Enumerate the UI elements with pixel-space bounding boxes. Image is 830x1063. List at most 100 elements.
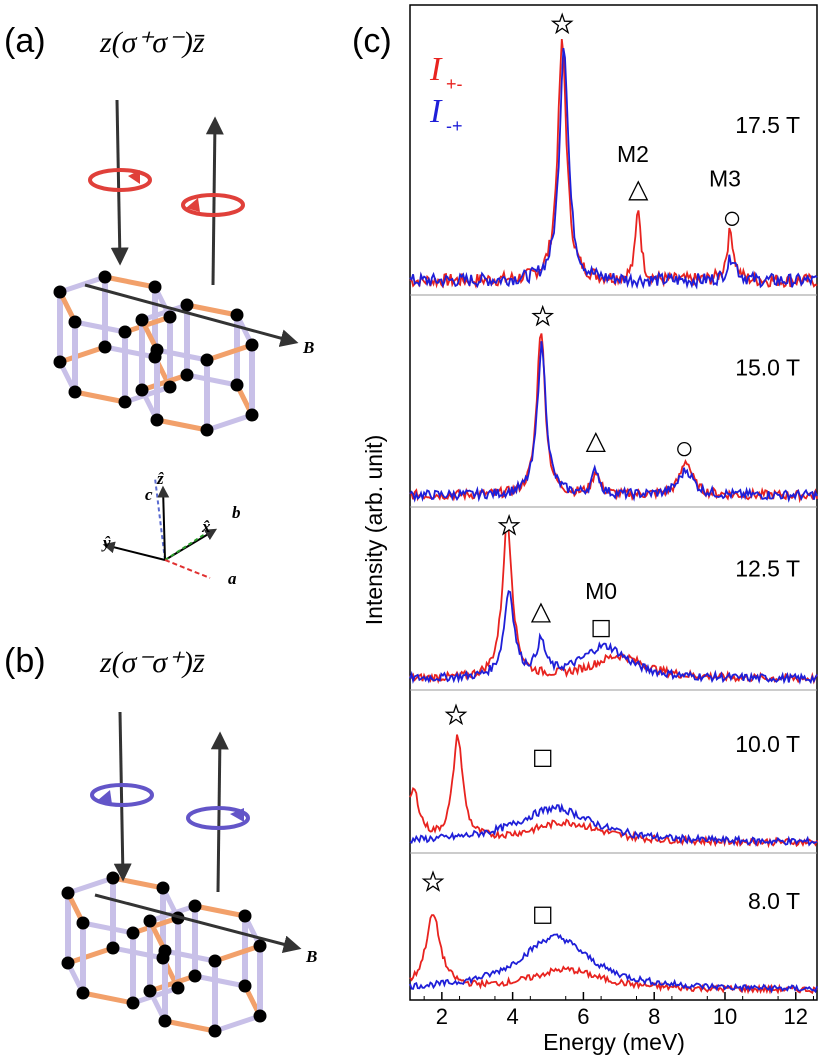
lattice-bond [132, 915, 179, 936]
raman-spectra-chart: Intensity (arb. unit) Energy (meV) I +- … [361, 0, 818, 1055]
spectrum-red [409, 39, 818, 289]
panel-b-title: z(σ⁻σ⁺)z̄ [99, 646, 205, 679]
lattice-atom [238, 909, 252, 923]
lattice-atom [68, 315, 82, 329]
lattice-bond [67, 875, 114, 896]
honeycomb-lattice-a [53, 270, 259, 437]
panel-a-title: z(σ⁺σ⁻)z̄ [99, 26, 205, 59]
mode-label: M2 [617, 141, 649, 167]
x-tick-label: 10 [713, 1004, 737, 1029]
field-arrow-b [94, 893, 302, 954]
incident-beam-a [110, 99, 129, 266]
lattice-atom [253, 939, 267, 953]
lattice-atom [106, 871, 120, 885]
x-tick-label: 4 [507, 1004, 519, 1029]
field-label: 15.0 T [735, 355, 800, 381]
lattice-atom [61, 956, 75, 970]
lattice-atom [53, 285, 67, 299]
plot-frame [409, 4, 818, 1001]
lattice-bond [156, 347, 208, 363]
legend: I +- I -+ [429, 51, 463, 136]
lattice-atom [148, 280, 162, 294]
lattice-bond [186, 372, 238, 388]
star-marker [444, 703, 468, 726]
lattice-atom [180, 368, 194, 382]
lattice-atom [98, 340, 112, 354]
spectrum-blue [409, 341, 818, 503]
lattice-bond [82, 920, 134, 936]
lattice-atom [150, 413, 164, 427]
lattice-atom [76, 916, 90, 930]
panel-c-label: (c) [352, 22, 392, 60]
lattice-bond [67, 945, 114, 966]
mode-label: M1 [546, 0, 578, 2]
circular-polarization-arrow-a1 [88, 168, 152, 192]
honeycomb-lattice-b [61, 871, 267, 1038]
lattice-atom [126, 996, 140, 1010]
star-marker [550, 12, 574, 35]
lattice-atom [158, 944, 172, 958]
field-label-b: B [305, 947, 317, 966]
spectrum-blue [409, 47, 818, 290]
lattice-atom [208, 954, 222, 968]
lattice-bond [74, 319, 126, 335]
lattice-atom [200, 423, 214, 437]
field-label: 8.0 T [748, 888, 800, 914]
lattice-bond [59, 344, 106, 365]
lattice-atom [53, 355, 67, 369]
spectrum-blue [409, 589, 818, 685]
incident-beam-b [113, 711, 132, 882]
lattice-atom [200, 353, 214, 367]
triangle-marker [585, 431, 606, 453]
circular-polarization-arrow-b2 [186, 806, 250, 830]
crystal-axes-triad [102, 477, 218, 579]
lattice-atom [126, 926, 140, 940]
lattice-bond [149, 903, 196, 924]
circle-marker [677, 442, 692, 457]
scattered-beam-b [210, 731, 229, 893]
field-label: 12.5 T [735, 556, 800, 582]
lattice-bond [149, 973, 196, 994]
square-marker [534, 749, 552, 767]
lattice-bond [206, 342, 253, 363]
lattice-atom [98, 270, 112, 284]
lattice-atom [230, 308, 244, 322]
x-tick-label: 12 [784, 1004, 808, 1029]
lattice-atom [230, 378, 244, 392]
lattice-atom [188, 899, 202, 913]
lattice-atom [238, 979, 252, 993]
lattice-atom [118, 325, 132, 339]
mode-label: M0 [585, 578, 617, 604]
lattice-atom [245, 338, 259, 352]
circular-polarization-arrow-b1 [90, 783, 154, 807]
legend-red-sub: +- [446, 74, 463, 94]
lattice-bond [141, 372, 188, 393]
field-label: 10.0 T [735, 731, 800, 757]
axis-b-label: b [232, 503, 241, 522]
circle-marker [724, 211, 740, 226]
y-axis-title: Intensity (arb. unit) [361, 435, 387, 625]
lattice-atom [106, 941, 120, 955]
circular-polarization-arrow-a2 [181, 193, 245, 217]
lattice-bond [206, 412, 253, 433]
lattice-bond [164, 1018, 216, 1034]
lattice-atom [143, 914, 157, 928]
lattice-atom [180, 298, 194, 312]
legend-blue-sub: -+ [446, 116, 463, 136]
spectrum-red [409, 734, 818, 849]
square-marker [592, 619, 610, 638]
lattice-atom [163, 380, 177, 394]
star-marker [421, 870, 445, 892]
lattice-atom [163, 310, 177, 324]
spectrum-blue [409, 802, 818, 847]
lattice-bond [214, 1013, 261, 1034]
spectrum-blue [409, 933, 818, 994]
lattice-atom [118, 395, 132, 409]
lattice-bond [59, 274, 106, 295]
lattice-bond [124, 384, 171, 405]
lattice-atom [171, 981, 185, 995]
axis-x-label: x̂ [201, 517, 211, 536]
axis-z-label: ẑ [156, 469, 164, 488]
star-marker [497, 513, 521, 536]
